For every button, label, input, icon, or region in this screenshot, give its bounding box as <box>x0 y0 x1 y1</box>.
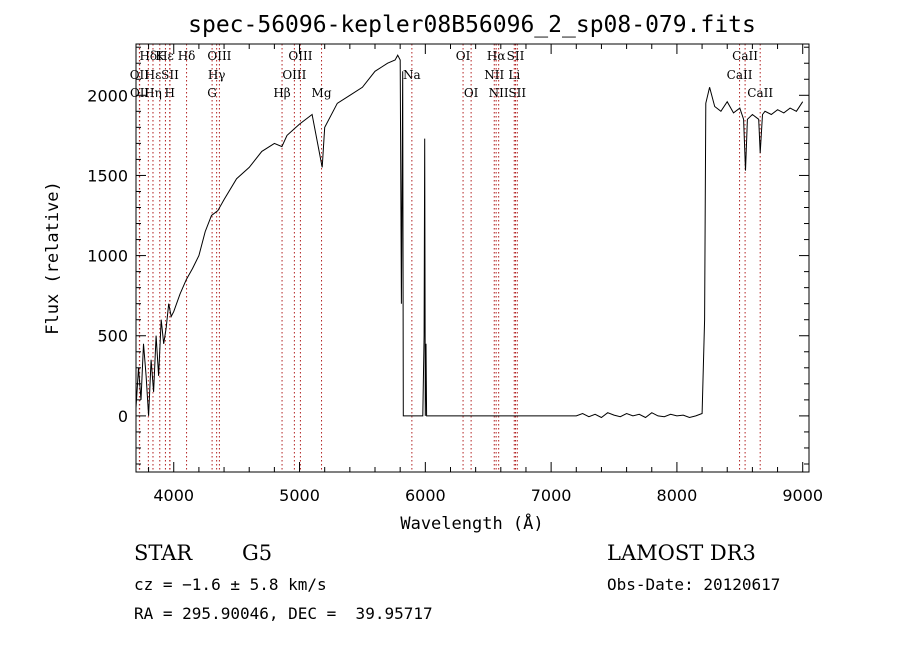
survey-name: LAMOST DR3 <box>607 541 756 565</box>
marker-label: Na <box>403 68 421 82</box>
marker-label: Li <box>508 68 520 82</box>
y-tick-label: 500 <box>97 327 128 346</box>
marker-label: Hβ <box>273 86 290 100</box>
y-axis-label: Flux (relative) <box>43 181 63 335</box>
marker-label: Hε <box>157 49 174 63</box>
obs-date: Obs-Date: 20120617 <box>607 575 781 594</box>
spectrum-line <box>135 54 804 419</box>
marker-label: G <box>207 86 217 100</box>
x-tick-label: 7000 <box>531 486 572 505</box>
marker-label: OI <box>464 86 479 100</box>
x-tick-label: 8000 <box>657 486 698 505</box>
object-subclass: G5 <box>242 541 273 565</box>
marker-label: Mg <box>312 86 332 100</box>
marker-label: Hα <box>487 49 506 63</box>
x-axis-label: Wavelength (Å) <box>400 512 543 534</box>
marker-label: K <box>155 49 165 63</box>
x-axis: 4000 5000 6000 7000 8000 9000 <box>148 44 823 505</box>
spectrum-trace <box>135 54 804 419</box>
marker-label: Hδ <box>139 49 157 63</box>
marker-label: CaII <box>732 49 758 63</box>
marker-label: OI <box>456 49 471 63</box>
marker-label: SII <box>161 68 179 82</box>
marker-label: Hγ <box>208 68 226 82</box>
marker-label: NII <box>484 68 504 82</box>
y-tick-label: 2000 <box>87 86 128 105</box>
marker-label: Hε <box>145 68 162 82</box>
marker-label: OIII <box>282 68 306 82</box>
marker-label: CaII <box>727 68 753 82</box>
marker-label: OIII <box>288 49 312 63</box>
marker-label: Hη <box>144 86 162 100</box>
marker-label: OIII <box>207 49 231 63</box>
x-tick-label: 9000 <box>782 486 823 505</box>
marker-label: CaII <box>747 86 773 100</box>
x-tick-label: 5000 <box>279 486 320 505</box>
y-tick-label: 1500 <box>87 166 128 185</box>
coordinates-text: RA = 295.90046, DEC = 39.95717 <box>134 604 433 623</box>
y-tick-label: 1000 <box>87 247 128 266</box>
y-axis: 0 500 1000 1500 2000 <box>87 46 809 465</box>
object-class: STAR <box>134 541 193 565</box>
x-tick-label: 6000 <box>405 486 446 505</box>
marker-label: SII <box>508 86 526 100</box>
plot-frame <box>135 43 810 473</box>
chart-title: spec-56096-kepler08B56096_2_sp08-079.fit… <box>188 12 756 38</box>
marker-label: NII <box>489 86 509 100</box>
y-tick-label: 0 <box>118 407 128 426</box>
x-tick-label: 4000 <box>153 486 194 505</box>
redshift-text: cz = −1.6 ± 5.8 km/s <box>134 575 327 594</box>
marker-label: OII <box>130 86 150 100</box>
marker-label: Hδ <box>178 49 196 63</box>
marker-label: SII <box>507 49 525 63</box>
marker-lines <box>138 44 761 472</box>
marker-label: H <box>164 86 174 100</box>
marker-label: OII <box>130 68 150 82</box>
